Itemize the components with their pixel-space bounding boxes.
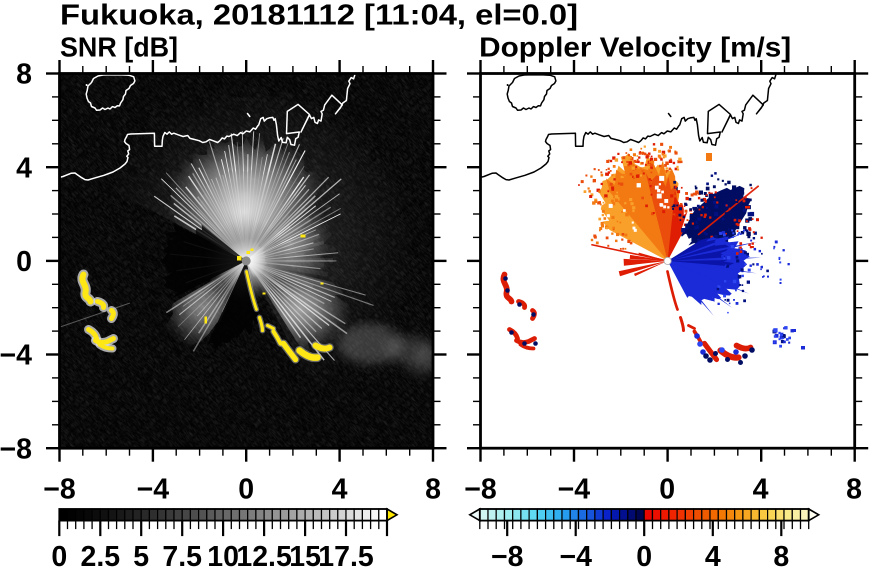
svg-text:SNR [dB]: SNR [dB] — [60, 32, 178, 63]
svg-text:8: 8 — [846, 474, 862, 506]
svg-text:−8: −8 — [43, 474, 76, 506]
svg-text:Doppler Velocity [m/s]: Doppler Velocity [m/s] — [479, 32, 791, 63]
svg-text:Fukuoka, 20181112 [11:04, el=0: Fukuoka, 20181112 [11:04, el=0.0] — [60, 0, 578, 32]
svg-text:12.5: 12.5 — [236, 541, 292, 570]
svg-text:17.5: 17.5 — [318, 541, 374, 570]
svg-text:7.5: 7.5 — [162, 541, 202, 570]
svg-text:−4: −4 — [0, 340, 32, 372]
svg-text:−8: −8 — [0, 433, 32, 465]
svg-text:−8: −8 — [491, 541, 524, 570]
svg-text:8: 8 — [773, 541, 789, 570]
svg-text:10: 10 — [207, 541, 239, 570]
svg-text:15: 15 — [289, 541, 321, 570]
svg-text:4: 4 — [753, 474, 769, 506]
svg-text:4: 4 — [332, 474, 348, 506]
svg-text:−8: −8 — [464, 474, 497, 506]
svg-text:5: 5 — [133, 541, 149, 570]
svg-text:0: 0 — [238, 474, 254, 506]
svg-text:0: 0 — [16, 246, 32, 278]
svg-text:−4: −4 — [558, 474, 591, 506]
svg-text:8: 8 — [16, 59, 32, 91]
svg-text:−4: −4 — [137, 474, 170, 506]
svg-text:−4: −4 — [559, 541, 592, 570]
svg-text:4: 4 — [705, 541, 721, 570]
svg-text:4: 4 — [16, 152, 32, 184]
svg-text:0: 0 — [51, 541, 67, 570]
svg-text:0: 0 — [636, 541, 652, 570]
svg-text:8: 8 — [425, 474, 441, 506]
svg-text:2.5: 2.5 — [80, 541, 120, 570]
svg-text:0: 0 — [659, 474, 675, 506]
